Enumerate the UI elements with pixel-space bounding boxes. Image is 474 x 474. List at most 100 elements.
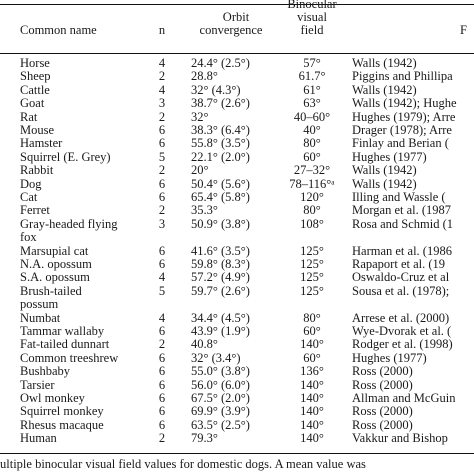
row-orbit-convergence: 79.3°	[191, 431, 218, 446]
row-common-name: Squirrel monkey	[20, 404, 104, 419]
header-reference: F	[460, 23, 467, 37]
row-binocular-field: 61.7°	[298, 69, 326, 84]
row-reference: Drager (1978); Arre	[352, 123, 452, 137]
row-common-name: Rabbit	[20, 163, 54, 178]
row-binocular-field: 120°	[300, 190, 324, 204]
row-orbit-convergence: 40.8°	[191, 337, 218, 352]
row-binocular-field: 40°	[303, 123, 321, 137]
row-n: 6	[158, 123, 166, 137]
row-reference: Hughes (1979); Arre	[352, 109, 456, 124]
row-reference: Hughes (1977)	[352, 149, 427, 164]
row-n: 2	[158, 337, 166, 352]
row-orbit-convergence: 67.5° (2.0°)	[191, 391, 250, 405]
row-reference: Finlay and Berian (	[352, 136, 449, 151]
row-orbit-convergence: 32°	[191, 109, 209, 124]
row-binocular-field: 61°	[303, 82, 321, 97]
row-n: 2	[158, 203, 166, 218]
header-rule	[0, 53, 474, 54]
row-n: 5	[158, 149, 166, 164]
row-reference: Vakkur and Bishop	[352, 431, 448, 446]
row-common-name: Rat	[20, 109, 38, 124]
bottom-rule	[0, 453, 474, 454]
row-reference: Allman and McGuin	[352, 391, 456, 405]
row-binocular-field: 140°	[300, 377, 324, 392]
row-binocular-field: 125°	[300, 270, 324, 285]
row-binocular-field: 78–116°ᵃ	[289, 176, 335, 191]
row-n: 6	[158, 243, 166, 258]
row-n: 2	[158, 163, 166, 178]
row-reference: Hughes (1977)	[352, 350, 427, 365]
row-orbit-convergence: 50.9° (3.8°)	[191, 216, 250, 231]
row-orbit-convergence: 32° (4.3°)	[191, 82, 241, 97]
row-n: 5	[158, 283, 166, 298]
row-reference: Sousa et al. (1978);	[352, 283, 450, 298]
row-orbit-convergence: 50.4° (5.6°)	[191, 176, 250, 191]
header-binocular-line-3: field	[300, 23, 324, 37]
row-n: 6	[158, 377, 166, 392]
row-binocular-field: 27–32°	[293, 163, 331, 178]
row-common-name: Cat	[20, 190, 38, 204]
row-common-name: Goat	[20, 96, 45, 111]
row-common-name: Gray-headed flying	[20, 216, 118, 231]
table-caption: ultiple binocular visual field values fo…	[0, 457, 366, 471]
row-orbit-convergence: 59.7° (2.6°)	[191, 283, 250, 298]
row-orbit-convergence: 55.0° (3.8°)	[191, 364, 250, 379]
row-reference: Walls (1942)	[352, 56, 417, 70]
row-n: 6	[158, 136, 166, 151]
row-orbit-convergence: 22.1° (2.0°)	[191, 149, 250, 164]
row-binocular-field: 57°	[303, 56, 321, 70]
row-reference: Ross (2000)	[352, 417, 413, 432]
row-orbit-convergence: 63.5° (2.5°)	[191, 417, 250, 432]
row-binocular-field: 80°	[303, 310, 321, 325]
row-orbit-convergence: 38.7° (2.6°)	[191, 96, 250, 111]
row-binocular-field: 140°	[300, 391, 324, 405]
row-n: 2	[158, 109, 166, 124]
row-n: 4	[158, 56, 166, 70]
row-reference: Walls (1942)	[352, 163, 417, 178]
row-orbit-convergence: 43.9° (1.9°)	[191, 324, 250, 338]
row-common-name: Cattle	[20, 82, 50, 97]
row-orbit-convergence: 34.4° (4.5°)	[191, 310, 250, 325]
row-n: 6	[158, 350, 166, 365]
row-reference: Rosa and Schmid (1	[352, 216, 454, 231]
row-common-name: Tarsier	[20, 377, 55, 392]
row-n: 4	[158, 270, 166, 285]
row-binocular-field: 140°	[300, 404, 324, 419]
row-reference: Rodger et al. (1998)	[352, 337, 453, 352]
row-binocular-field: 136°	[300, 364, 324, 379]
row-n: 6	[158, 257, 166, 271]
row-common-name-continued: possum	[20, 297, 59, 312]
row-orbit-convergence: 32° (3.4°)	[191, 350, 241, 365]
row-common-name: Squirrel (E. Grey)	[20, 149, 111, 164]
row-common-name: Hamster	[20, 136, 63, 151]
row-common-name: Fat-tailed dunnart	[20, 337, 110, 352]
row-reference: Wye-Dvorak et al. (	[352, 324, 452, 338]
row-orbit-convergence: 56.0° (6.0°)	[191, 377, 250, 392]
row-common-name: Sheep	[20, 69, 51, 84]
row-common-name: Marsupial cat	[20, 243, 89, 258]
row-n: 3	[158, 216, 166, 231]
row-common-name: Rhesus macaque	[20, 417, 104, 432]
row-orbit-convergence: 41.6° (3.5°)	[191, 243, 250, 258]
row-n: 3	[158, 96, 166, 111]
header-binocular-line-1: Binocular	[287, 0, 337, 11]
row-reference: Walls (1942)	[352, 176, 417, 191]
row-common-name: Numbat	[20, 310, 61, 325]
row-binocular-field: 60°	[303, 350, 321, 365]
row-binocular-field: 125°	[300, 243, 324, 258]
row-reference: Ross (2000)	[352, 377, 413, 392]
row-orbit-convergence: 28.8°	[191, 69, 218, 84]
row-binocular-field: 80°	[303, 203, 321, 218]
row-orbit-convergence: 24.4° (2.5°)	[191, 56, 250, 70]
row-n: 6	[158, 417, 166, 432]
header-orbit-line-2: convergence	[199, 23, 263, 37]
header-n: n	[158, 23, 166, 37]
row-n: 6	[158, 404, 166, 419]
row-binocular-field: 60°	[303, 149, 321, 164]
row-orbit-convergence: 65.4° (5.8°)	[191, 190, 250, 204]
row-orbit-convergence: 57.2° (4.9°)	[191, 270, 250, 285]
row-common-name: S.A. opossum	[20, 270, 90, 285]
header-binocular-line-2: visual	[297, 10, 327, 24]
header-common-name: Common name	[20, 23, 97, 37]
